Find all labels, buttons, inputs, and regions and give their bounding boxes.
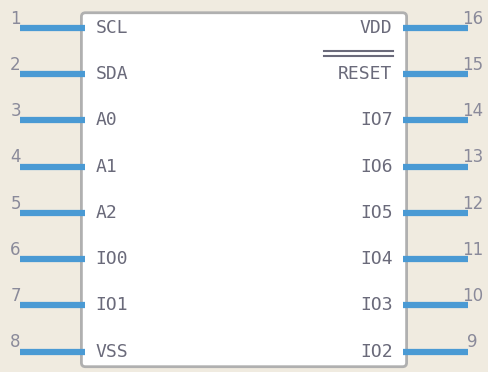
Text: 15: 15 <box>462 56 483 74</box>
Text: A2: A2 <box>95 204 117 222</box>
Text: 13: 13 <box>462 148 483 166</box>
Text: IO7: IO7 <box>360 111 393 129</box>
Text: 11: 11 <box>462 241 483 259</box>
Text: 1: 1 <box>10 10 21 28</box>
Text: VSS: VSS <box>95 343 128 360</box>
Text: SDA: SDA <box>95 65 128 83</box>
Text: 12: 12 <box>462 195 483 212</box>
Text: 7: 7 <box>10 287 21 305</box>
Text: A0: A0 <box>95 111 117 129</box>
Text: IO5: IO5 <box>360 204 393 222</box>
Text: 5: 5 <box>10 195 21 212</box>
Text: 16: 16 <box>462 10 483 28</box>
Text: IO3: IO3 <box>360 296 393 314</box>
Text: 10: 10 <box>462 287 483 305</box>
Text: A1: A1 <box>95 158 117 176</box>
Text: 6: 6 <box>10 241 21 259</box>
Text: IO1: IO1 <box>95 296 128 314</box>
Text: 9: 9 <box>467 333 478 351</box>
Text: 4: 4 <box>10 148 21 166</box>
Text: RESET: RESET <box>338 65 393 83</box>
Text: IO6: IO6 <box>360 158 393 176</box>
Text: 2: 2 <box>10 56 21 74</box>
Text: 14: 14 <box>462 102 483 120</box>
Text: IO2: IO2 <box>360 343 393 360</box>
Text: 3: 3 <box>10 102 21 120</box>
Text: IO0: IO0 <box>95 250 128 268</box>
Text: SCL: SCL <box>95 19 128 37</box>
Text: IO4: IO4 <box>360 250 393 268</box>
Text: 8: 8 <box>10 333 21 351</box>
FancyBboxPatch shape <box>81 13 407 367</box>
Text: VDD: VDD <box>360 19 393 37</box>
